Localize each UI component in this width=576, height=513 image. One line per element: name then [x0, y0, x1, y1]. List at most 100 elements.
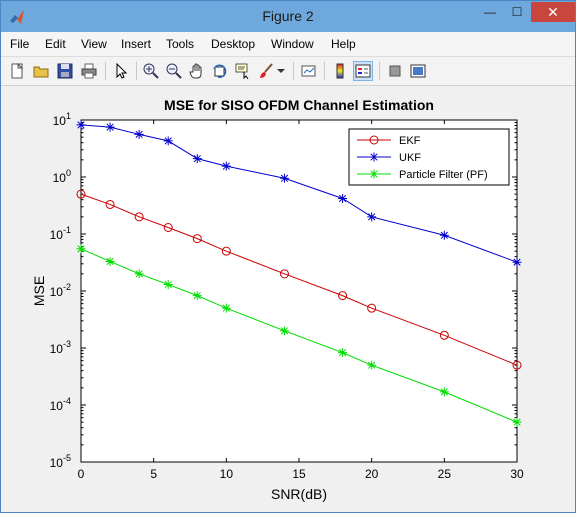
open-file-icon[interactable]: [31, 61, 51, 81]
y-tick-exponent: -5: [63, 453, 71, 463]
data-point-ekf: [338, 291, 348, 301]
toolbar-separator: [136, 62, 137, 80]
pan-icon[interactable]: [187, 61, 207, 81]
y-tick-base: 10: [50, 342, 64, 356]
link-plot-icon[interactable]: [299, 61, 319, 81]
insert-legend-icon[interactable]: [353, 61, 373, 81]
toolbar-separator: [379, 62, 380, 80]
matlab-icon: [10, 10, 24, 24]
data-point-particle-filter-pf: [134, 269, 144, 279]
y-tick-base: 10: [50, 399, 64, 413]
data-point-ekf: [163, 223, 173, 233]
hide-plot-tools-icon[interactable]: [385, 61, 405, 81]
menu-file[interactable]: File: [10, 37, 30, 51]
x-tick-label: 5: [150, 467, 157, 481]
legend-label: Particle Filter (PF): [399, 169, 488, 181]
legend[interactable]: EKF UKF Particle Filter (PF): [348, 128, 510, 186]
new-figure-icon[interactable]: [7, 61, 27, 81]
menu-desktop[interactable]: Desktop: [211, 37, 256, 51]
x-tick-label: 30: [510, 467, 524, 481]
print-icon[interactable]: [79, 61, 99, 81]
zoom-out-icon[interactable]: [164, 61, 184, 81]
title-bar[interactable]: Figure 2 — ☐ ✕: [1, 1, 575, 32]
y-axis-label: MSE: [31, 276, 47, 306]
data-point-ekf: [134, 212, 144, 222]
maximize-button[interactable]: ☐: [511, 5, 523, 19]
rotate-3d-icon[interactable]: [210, 61, 230, 81]
y-tick-base: 10: [50, 285, 64, 299]
data-point-particle-filter-pf: [221, 303, 231, 313]
data-point-ukf: [192, 154, 202, 164]
series-ukf: [76, 120, 522, 267]
insert-colorbar-icon[interactable]: [330, 61, 350, 81]
y-tick-base: 10: [53, 114, 67, 128]
plot-svg[interactable]: MSE for SISO OFDM Channel Estimation SNR…: [9, 87, 569, 505]
data-cursor-icon[interactable]: [233, 61, 253, 81]
x-tick-label: 15: [292, 467, 306, 481]
series-line-ekf: [80, 193, 518, 366]
save-icon[interactable]: [55, 61, 75, 81]
y-tick-exponent: -1: [63, 225, 71, 235]
close-button[interactable]: ✕: [531, 2, 575, 22]
y-tick-exponent: 1: [66, 111, 71, 121]
data-point-ekf: [192, 234, 202, 244]
zoom-in-icon[interactable]: [141, 61, 161, 81]
y-tick-label: 10-2: [50, 282, 71, 299]
y-tick-base: 10: [50, 228, 64, 242]
menu-view[interactable]: View: [81, 37, 107, 51]
y-tick-label: 10-4: [50, 396, 71, 413]
data-point-ukf: [279, 173, 289, 183]
toolbar: [1, 56, 575, 86]
series-ekf: [76, 189, 522, 370]
data-point-ekf: [279, 269, 289, 279]
data-point-ukf: [367, 212, 377, 222]
data-point-particle-filter-pf: [367, 360, 377, 370]
brush-icon[interactable]: [256, 61, 276, 81]
menu-help[interactable]: Help: [331, 37, 356, 51]
y-tick-label: 10-5: [50, 453, 71, 470]
y-tick-label: 100: [53, 168, 71, 185]
brush-dropdown-icon[interactable]: [275, 61, 287, 81]
data-point-particle-filter-pf: [512, 417, 522, 427]
y-tick-label: 10-1: [50, 225, 71, 242]
toolbar-separator: [324, 62, 325, 80]
data-point-particle-filter-pf: [163, 280, 173, 290]
menu-bar: File Edit View Insert Tools Desktop Wind…: [1, 32, 575, 78]
x-tick-label: 25: [438, 467, 452, 481]
menu-edit[interactable]: Edit: [45, 37, 66, 51]
data-point-particle-filter-pf: [439, 387, 449, 397]
series-particle-filter-pf: [76, 244, 522, 427]
data-point-particle-filter-pf: [338, 348, 348, 358]
plot-title: MSE for SISO OFDM Channel Estimation: [164, 97, 434, 113]
data-point-ukf: [134, 129, 144, 139]
show-plot-tools-icon[interactable]: [408, 61, 428, 81]
menu-tools[interactable]: Tools: [166, 37, 195, 51]
x-axis-label: SNR(dB): [271, 486, 327, 502]
menu-window[interactable]: Window: [271, 37, 314, 51]
data-point-ekf: [512, 360, 522, 370]
series-layer: [76, 120, 522, 427]
y-tick-base: 10: [53, 171, 67, 185]
y-tick-exponent: 0: [66, 168, 71, 178]
data-point-ukf: [338, 193, 348, 203]
data-point-ekf: [221, 246, 231, 256]
y-tick-exponent: -3: [63, 339, 71, 349]
edit-plot-icon[interactable]: [111, 61, 131, 81]
x-tick-label: 20: [365, 467, 379, 481]
data-point-ukf: [105, 122, 115, 132]
legend-marker: [369, 135, 379, 145]
minimize-button[interactable]: —: [484, 5, 496, 19]
data-point-ekf: [76, 189, 86, 199]
y-tick-label: 101: [53, 111, 71, 128]
legend-marker: [369, 169, 379, 179]
data-point-ukf: [221, 161, 231, 171]
legend-label: EKF: [399, 135, 421, 147]
data-point-particle-filter-pf: [76, 244, 86, 254]
menu-insert[interactable]: Insert: [121, 37, 152, 51]
legend-marker: [369, 152, 379, 162]
data-point-ukf: [512, 257, 522, 267]
legend-label: UKF: [399, 152, 421, 164]
x-tick-label: 10: [220, 467, 234, 481]
